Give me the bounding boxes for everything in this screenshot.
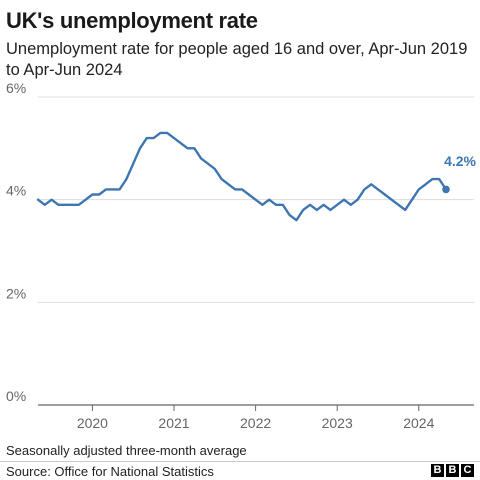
- end-point-marker: [442, 185, 450, 194]
- x-tick-label: 2024: [403, 415, 434, 431]
- footer-divider: [0, 461, 480, 462]
- x-tick-label: 2020: [77, 415, 108, 431]
- logo-letter: C: [461, 464, 474, 477]
- x-tick-label: 2021: [158, 415, 189, 431]
- series-line: [36, 131, 448, 222]
- x-tick-label: 2022: [240, 415, 271, 431]
- line-chart: 0% 2% 4% 6% 2020 2021 2022 2023 2024 4.2%: [6, 80, 477, 431]
- chart-subtitle: Unemployment rate for people aged 16 and…: [6, 40, 468, 79]
- y-tick-label: 6%: [6, 80, 26, 96]
- footnote: Seasonally adjusted three-month average: [6, 443, 247, 458]
- logo-letter: B: [431, 464, 444, 477]
- bbc-logo: B B C: [431, 464, 474, 477]
- y-tick-label: 2%: [6, 285, 26, 301]
- y-tick-label: 0%: [6, 388, 26, 404]
- logo-letter: B: [446, 464, 459, 477]
- end-value-label: 4.2%: [444, 153, 476, 169]
- y-tick-label: 4%: [6, 183, 26, 199]
- source-note: Source: Office for National Statistics: [6, 464, 214, 479]
- chart-title: UK's unemployment rate: [6, 8, 258, 33]
- x-tick-label: 2023: [322, 415, 353, 431]
